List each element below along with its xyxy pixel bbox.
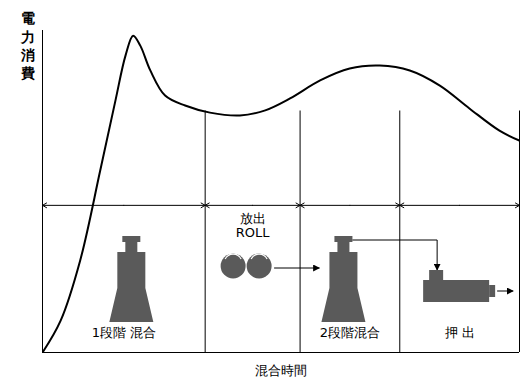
svg-text:放出ROLL: 放出ROLL xyxy=(236,211,271,240)
svg-text:1段階 混合: 1段階 混合 xyxy=(92,325,156,340)
svg-text:混合時間: 混合時間 xyxy=(255,363,307,378)
svg-text:電力消費: 電力消費 xyxy=(20,10,35,81)
svg-text:押 出: 押 出 xyxy=(445,325,475,340)
svg-text:2段階混合: 2段階混合 xyxy=(320,325,380,340)
